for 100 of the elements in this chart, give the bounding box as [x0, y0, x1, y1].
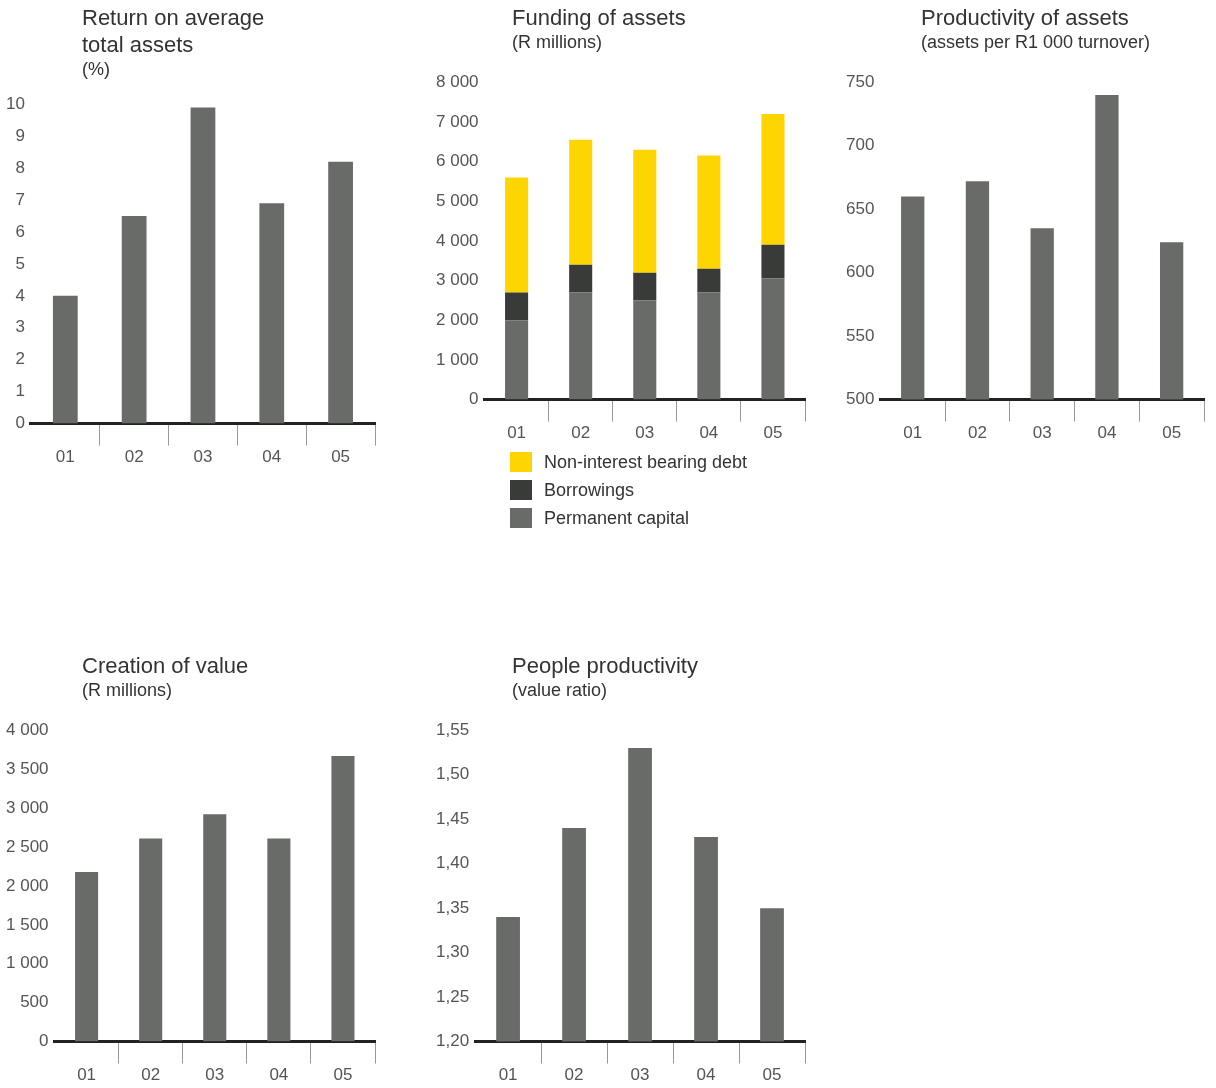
- x-tick-label: 03: [1032, 423, 1052, 443]
- y-tick-label: 5: [15, 253, 25, 273]
- x-tick-label: 01: [498, 1065, 518, 1085]
- y-tick-label: 1 000: [5, 953, 49, 973]
- chart-title: Return on average total assets: [82, 4, 266, 58]
- bar: [259, 203, 285, 424]
- bar: [505, 177, 529, 293]
- x-tick-label: 04: [262, 447, 282, 467]
- y-tick-label: 750: [845, 71, 875, 91]
- y-tick-label: 6 000: [435, 151, 479, 171]
- x-tick-label: 05: [763, 423, 783, 443]
- bar: [697, 155, 721, 269]
- bar: [505, 320, 529, 400]
- bar: [633, 300, 657, 400]
- bar: [505, 292, 529, 321]
- bar: [697, 268, 721, 293]
- bar: [569, 139, 593, 265]
- y-tick-label: 0: [469, 389, 479, 409]
- bar: [139, 838, 163, 1042]
- bar: [633, 272, 657, 301]
- chart-title: Creation of value: [82, 652, 250, 679]
- y-tick-label: 1,30: [435, 942, 470, 962]
- x-tick-label: 05: [331, 447, 351, 467]
- bar: [331, 755, 355, 1042]
- x-tick-label: 04: [696, 1065, 716, 1085]
- x-tick-label: 03: [205, 1065, 225, 1085]
- bar: [761, 244, 785, 279]
- x-tick-label: 01: [507, 423, 527, 443]
- y-tick-label: 500: [845, 389, 875, 409]
- y-tick-label: 4: [15, 285, 25, 305]
- x-tick-label: 01: [55, 447, 75, 467]
- y-tick-label: 1,20: [435, 1031, 470, 1051]
- legend-label: Permanent capital: [544, 507, 690, 529]
- x-tick-label: 03: [635, 423, 655, 443]
- y-tick-label: 1,50: [435, 764, 470, 784]
- y-tick-label: 0: [15, 413, 25, 433]
- y-tick-label: 2 000: [5, 875, 49, 895]
- y-tick-label: 1 500: [5, 914, 49, 934]
- y-tick-label: 3 000: [5, 797, 49, 817]
- bar: [633, 149, 657, 273]
- legend-label: Borrowings: [544, 479, 635, 501]
- y-tick-label: 2: [15, 349, 25, 369]
- y-tick-label: 1,35: [435, 897, 470, 917]
- y-tick-label: 3 000: [435, 270, 479, 290]
- y-tick-label: 650: [845, 198, 875, 218]
- x-tick-label: 02: [564, 1065, 584, 1085]
- bar: [121, 215, 147, 424]
- y-tick-label: 3: [15, 317, 25, 337]
- y-tick-label: 6: [15, 221, 25, 241]
- chart-subtitle: (assets per R1 000 turnover): [921, 31, 1152, 53]
- x-tick-label: 04: [269, 1065, 289, 1085]
- y-tick-label: 550: [845, 325, 875, 345]
- bar: [569, 292, 593, 400]
- bar: [75, 871, 99, 1042]
- x-tick-label: 01: [903, 423, 923, 443]
- y-tick-label: 2 000: [435, 309, 479, 329]
- x-tick-label: 02: [124, 447, 144, 467]
- y-tick-label: 500: [20, 992, 49, 1012]
- x-tick-label: 01: [77, 1065, 97, 1085]
- y-tick-label: 4 000: [5, 719, 49, 739]
- chart-subtitle: (R millions): [82, 679, 173, 701]
- x-tick-label: 05: [762, 1065, 782, 1085]
- y-tick-label: 2 500: [5, 836, 49, 856]
- y-tick-label: 1,25: [435, 986, 470, 1006]
- chart-title: Funding of assets: [512, 4, 687, 31]
- bar: [328, 161, 353, 424]
- y-tick-label: 3 500: [5, 758, 49, 778]
- y-tick-label: 1,45: [435, 808, 470, 828]
- bar: [697, 292, 721, 400]
- chart-subtitle: (%): [82, 58, 111, 80]
- y-tick-label: 10: [5, 93, 25, 113]
- y-tick-label: 7 000: [435, 111, 479, 131]
- y-tick-label: 600: [845, 262, 875, 282]
- y-tick-label: 1,55: [435, 719, 470, 739]
- y-tick-label: 9: [15, 125, 25, 145]
- x-tick-label: 04: [1097, 423, 1117, 443]
- y-tick-label: 7: [15, 189, 25, 209]
- bar: [190, 107, 216, 424]
- x-tick-label: 03: [193, 447, 213, 467]
- bar: [267, 838, 291, 1042]
- x-tick-label: 02: [967, 423, 987, 443]
- bar: [761, 278, 785, 400]
- y-tick-label: 700: [845, 135, 875, 155]
- y-tick-label: 8 000: [435, 71, 479, 91]
- bar: [569, 264, 593, 293]
- y-tick-label: 8: [15, 157, 25, 177]
- chart-title: Productivity of assets: [921, 4, 1130, 31]
- x-tick-label: 05: [333, 1065, 353, 1085]
- x-tick-label: 04: [699, 423, 719, 443]
- chart-subtitle: (value ratio): [512, 679, 609, 701]
- y-tick-label: 0: [39, 1031, 49, 1051]
- chart-subtitle: (R millions): [512, 31, 603, 53]
- y-tick-label: 5 000: [435, 190, 479, 210]
- x-tick-label: 02: [141, 1065, 161, 1085]
- chart-title: People productivity: [512, 652, 699, 679]
- legend-label: Non-interest bearing debt: [544, 451, 748, 473]
- y-tick-label: 1 000: [435, 349, 479, 369]
- bar: [52, 295, 78, 424]
- x-tick-label: 05: [1162, 423, 1182, 443]
- x-tick-label: 03: [630, 1065, 650, 1085]
